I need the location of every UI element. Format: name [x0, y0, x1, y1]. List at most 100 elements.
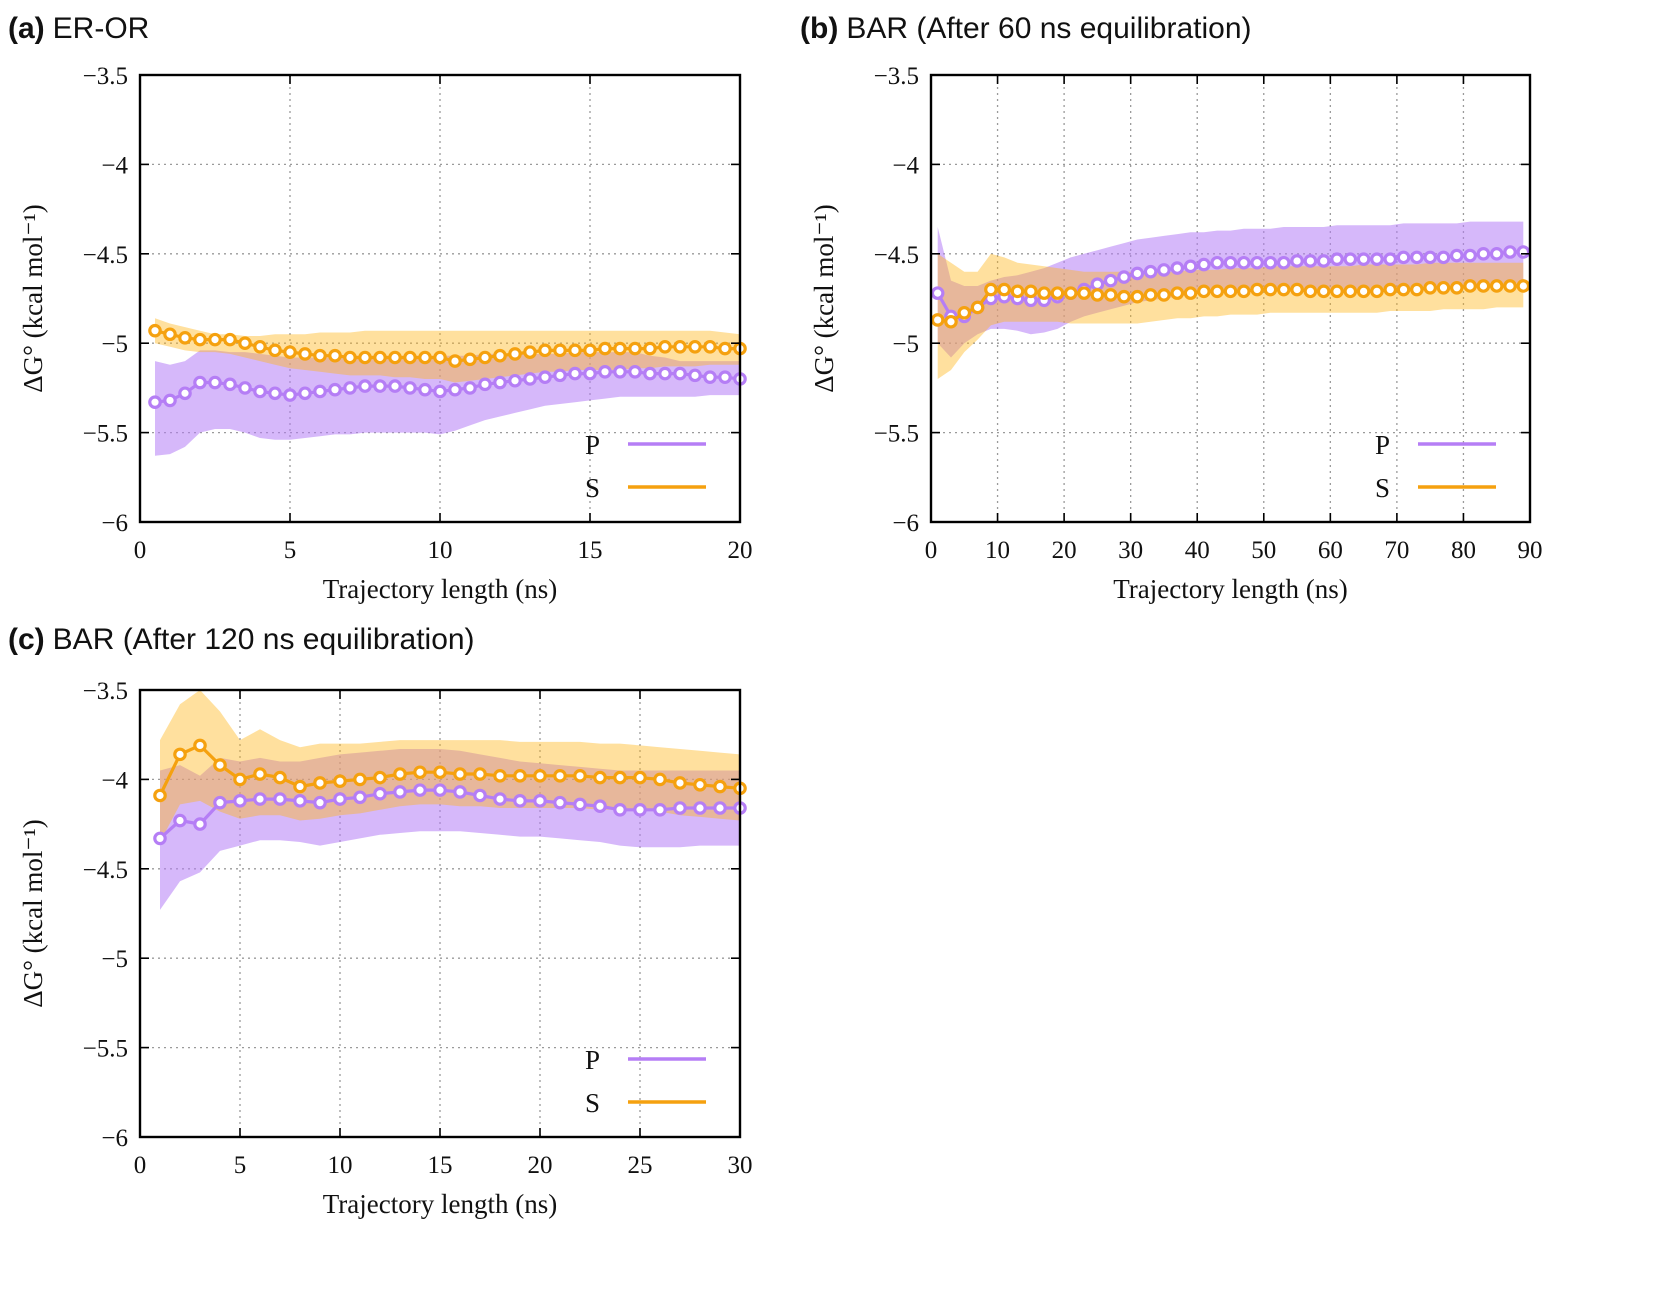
point-p	[493, 792, 507, 806]
point-p	[223, 377, 237, 392]
xtick-label: 25	[628, 1152, 653, 1179]
point-p	[1343, 252, 1358, 266]
point-s	[1316, 284, 1331, 299]
point-s	[353, 772, 367, 787]
point-p	[553, 795, 567, 810]
chart-panel-a: (a) ER-OR 0 5 10 15 20 −6 −5.5 −5 −4.5 −4 −3.5 Trajec…	[0, 0, 800, 620]
x-axis-label-b: Trajectory length (ns)	[1113, 574, 1347, 604]
point-s	[643, 341, 657, 356]
point-s	[1010, 284, 1025, 299]
point-s	[153, 788, 167, 803]
point-s	[930, 313, 945, 327]
point-p	[688, 368, 702, 383]
ytick-label: −4.5	[83, 242, 128, 269]
point-s	[448, 354, 462, 368]
point-s	[493, 769, 507, 783]
point-p	[153, 831, 167, 846]
point-p	[448, 382, 462, 397]
point-s	[718, 341, 732, 356]
point-p	[1090, 277, 1105, 291]
point-s	[403, 350, 417, 365]
point-p	[1223, 255, 1238, 270]
ytick-label: −4	[101, 767, 128, 794]
xtick-label: 20	[728, 537, 753, 564]
point-s	[1237, 284, 1251, 299]
point-p	[633, 802, 647, 817]
point-s	[213, 758, 227, 772]
ytick-label: −3.5	[83, 63, 128, 90]
point-p	[1143, 264, 1158, 279]
chart-b: (b) BAR (After 60 ns equilibration) 0 10 20 3…	[800, 12, 1543, 604]
point-s	[343, 350, 357, 365]
point-s	[633, 770, 647, 785]
point-s	[1090, 288, 1105, 302]
point-s	[413, 765, 427, 780]
point-p	[163, 393, 177, 408]
point-p	[1489, 247, 1504, 261]
point-s	[1263, 282, 1278, 297]
ytick-label: −6	[101, 1125, 128, 1152]
xtick-label: 10	[985, 537, 1010, 564]
grid-lines-c	[140, 690, 740, 1137]
point-p	[613, 365, 627, 379]
point-s	[463, 352, 477, 367]
panel-tag-b: (b)	[800, 12, 838, 45]
y-axis-label-a: ΔG° (kcal mol⁻¹)	[18, 204, 48, 392]
point-p	[1370, 252, 1384, 266]
legend-label-p: P	[585, 430, 600, 460]
line-p-a	[154, 370, 741, 404]
legend-c: PS	[585, 1045, 706, 1118]
point-p	[213, 795, 227, 810]
point-s	[1290, 282, 1304, 297]
point-p	[453, 785, 467, 799]
legend-label-s: S	[585, 1088, 600, 1118]
point-s	[703, 339, 717, 354]
point-p	[478, 377, 492, 392]
panel-name-a: ER-OR	[53, 12, 150, 45]
point-s	[593, 770, 607, 785]
legend-label-s: S	[1375, 473, 1390, 503]
point-s	[268, 343, 282, 358]
point-s	[628, 341, 642, 356]
x-axis-label-c: Trajectory length (ns)	[323, 1189, 557, 1219]
point-p	[1117, 270, 1131, 284]
point-p	[628, 365, 642, 379]
point-p	[1103, 273, 1118, 288]
point-s	[1210, 284, 1224, 299]
series-s-a	[148, 323, 747, 368]
xtick-label: 30	[1118, 537, 1143, 564]
ytick-label: −5	[101, 331, 128, 358]
point-p	[253, 384, 267, 399]
point-s	[508, 347, 522, 361]
point-p	[613, 802, 627, 817]
point-p	[333, 792, 347, 806]
panel-title-a: (a) ER-OR	[8, 12, 149, 45]
point-p	[208, 375, 222, 390]
point-s	[1410, 282, 1424, 297]
point-p	[393, 785, 407, 799]
point-p	[1303, 254, 1318, 268]
legend-label-p: P	[1375, 430, 1390, 460]
point-p	[298, 386, 312, 401]
point-s	[418, 350, 432, 365]
point-s	[148, 323, 162, 338]
point-s	[193, 738, 207, 753]
point-s	[1223, 284, 1238, 299]
point-s	[388, 350, 402, 365]
point-p	[173, 813, 187, 828]
panel-name-c: BAR (After 120 ns equilibration)	[53, 623, 475, 656]
point-s	[253, 339, 267, 354]
point-p	[1503, 245, 1517, 259]
point-p	[1356, 252, 1371, 266]
xtick-label: 50	[1251, 537, 1276, 564]
point-s	[957, 306, 972, 320]
point-p	[573, 797, 587, 812]
point-s	[658, 339, 672, 354]
point-s	[1117, 289, 1131, 304]
point-s	[293, 779, 307, 794]
point-p	[343, 381, 357, 395]
point-s	[233, 772, 247, 787]
point-s	[553, 769, 567, 783]
xtick-label: 0	[134, 1152, 147, 1179]
point-s	[713, 779, 727, 794]
